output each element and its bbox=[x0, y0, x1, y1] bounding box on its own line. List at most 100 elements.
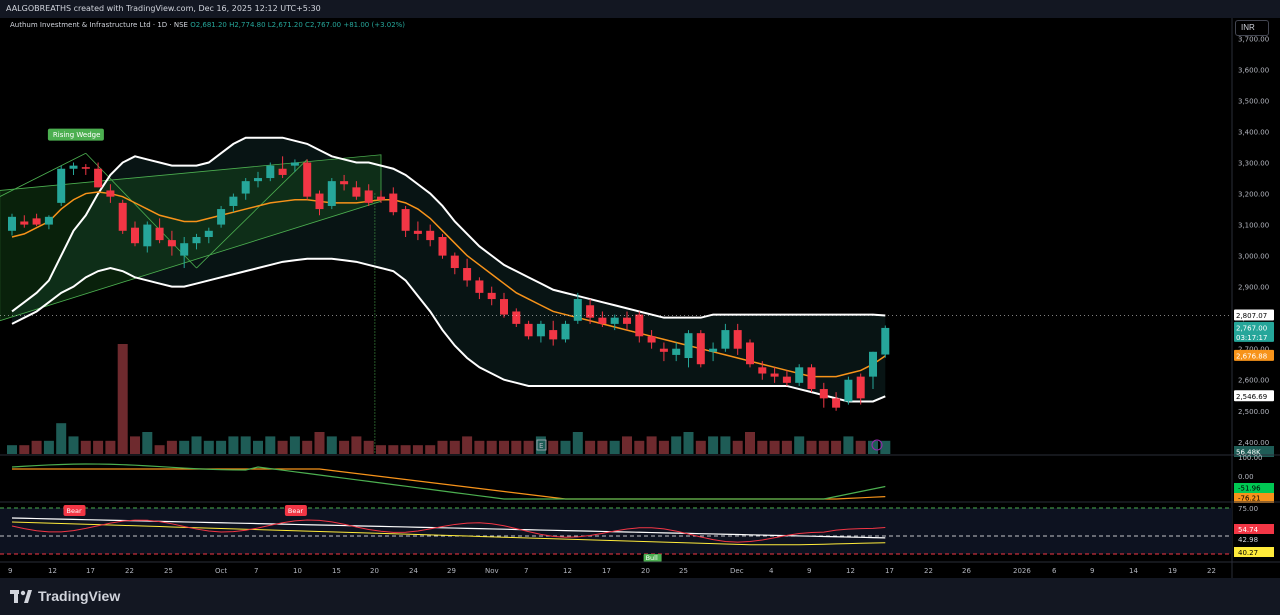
time-tick-label: 2026 bbox=[1013, 567, 1031, 575]
price-tick-label: 3,500.00 bbox=[1238, 97, 1269, 105]
ohlc-values: O2,681.20 H2,774.80 L2,671.20 C2,767.00 … bbox=[190, 21, 406, 29]
time-tick-label: Dec bbox=[730, 567, 744, 575]
time-tick-label: 9 bbox=[1090, 567, 1094, 575]
volume-bar bbox=[572, 432, 583, 454]
brand-footer: TradingView bbox=[0, 578, 1280, 615]
candle-body bbox=[819, 389, 828, 399]
volume-bar bbox=[56, 423, 67, 454]
volume-bar bbox=[179, 440, 190, 454]
candle-body bbox=[659, 348, 668, 352]
volume-bar bbox=[511, 440, 522, 454]
candle-body bbox=[635, 314, 644, 337]
tradingview-logo[interactable]: TradingView bbox=[10, 588, 120, 604]
candle-body bbox=[782, 376, 791, 383]
volume-bar bbox=[302, 440, 313, 454]
candle-body bbox=[254, 178, 262, 182]
credit-bar: AALGOBREATHS created with TradingView.co… bbox=[0, 0, 1280, 18]
volume-bar bbox=[166, 440, 177, 454]
plot-background bbox=[0, 18, 1232, 578]
osc1-value-box bbox=[1234, 493, 1274, 503]
volume-bar bbox=[339, 440, 350, 454]
volume-bar bbox=[609, 440, 620, 454]
candle-body bbox=[844, 379, 853, 402]
volume-bar bbox=[523, 440, 534, 454]
candle-body bbox=[647, 336, 656, 343]
volume-bar bbox=[499, 440, 509, 454]
time-tick-label: 14 bbox=[1129, 567, 1138, 575]
volume-bar bbox=[228, 436, 239, 454]
price-tick-label: 3,600.00 bbox=[1238, 66, 1269, 74]
candle-body bbox=[413, 230, 422, 234]
volume-bar bbox=[646, 436, 657, 454]
candle-body bbox=[94, 168, 103, 188]
candle-body bbox=[586, 305, 595, 318]
wedge-label-box bbox=[47, 128, 104, 141]
price-tick-label: 3,200.00 bbox=[1238, 191, 1269, 199]
volume-bar bbox=[142, 432, 153, 454]
volume-bar bbox=[535, 436, 546, 454]
candle-body bbox=[684, 333, 693, 359]
volume-bar bbox=[781, 440, 792, 454]
candle-body bbox=[266, 165, 275, 179]
volume-bar bbox=[745, 432, 755, 454]
wedge-label: Rising Wedge bbox=[53, 131, 101, 139]
volume-bar bbox=[80, 440, 91, 454]
volume-bar bbox=[855, 440, 866, 454]
volume-bar bbox=[425, 445, 436, 454]
bollinger-basis-line bbox=[11, 191, 886, 378]
candle-body bbox=[340, 181, 349, 185]
osc1-value-label: -76.21 bbox=[1238, 495, 1261, 503]
brand-name: TradingView bbox=[38, 588, 121, 604]
osc2-tick-label: 75.00 bbox=[1238, 505, 1258, 513]
currency-button[interactable]: INR bbox=[1235, 20, 1269, 36]
volume-bar bbox=[191, 436, 202, 454]
time-tick-label: 26 bbox=[962, 567, 971, 575]
volume-bar bbox=[658, 440, 669, 454]
volume-bar bbox=[880, 440, 891, 454]
last-price-label: 2,767.00 bbox=[1236, 324, 1267, 332]
tradingview-icon bbox=[10, 589, 32, 603]
candle-body bbox=[167, 240, 176, 247]
osc2-value-label: 54.74 bbox=[1238, 526, 1259, 534]
candle-body bbox=[204, 230, 213, 237]
candle-body bbox=[143, 224, 152, 247]
time-tick-label: 20 bbox=[641, 567, 650, 575]
price-chart[interactable]: 3,700.00 3,600.00 3,500.00 3,400.00 3,300.00… bbox=[0, 18, 1280, 578]
time-tick-label: 22 bbox=[1207, 567, 1216, 575]
volume-bar bbox=[671, 436, 682, 454]
candle-body bbox=[721, 330, 730, 349]
time-tick-label: 7 bbox=[524, 567, 528, 575]
volume-bar bbox=[708, 436, 719, 454]
candle-body bbox=[450, 255, 459, 269]
osc2-value-box bbox=[1234, 547, 1274, 557]
candle-body bbox=[549, 330, 558, 340]
candle-body bbox=[401, 209, 410, 231]
candle-body bbox=[832, 398, 841, 408]
candle-body bbox=[303, 162, 312, 197]
upper-band-price-label-box bbox=[1234, 309, 1274, 321]
time-tick-label: 24 bbox=[409, 567, 418, 575]
symbol-legend[interactable]: Authum Investment & Infrastructure Ltd ·… bbox=[10, 21, 405, 29]
volume-bar bbox=[449, 440, 460, 454]
candle-body bbox=[463, 268, 472, 281]
price-tick-label: 3,000.00 bbox=[1238, 253, 1269, 261]
time-tick-label: 12 bbox=[846, 567, 855, 575]
time-tick-label: 12 bbox=[48, 567, 57, 575]
candle-body bbox=[131, 227, 139, 244]
volume-bar bbox=[843, 436, 854, 454]
candle-body bbox=[352, 187, 361, 197]
candle-body bbox=[81, 167, 90, 169]
osc2-yellow-line bbox=[11, 521, 886, 546]
volume-bar bbox=[806, 440, 817, 454]
price-tick-label: 2,900.00 bbox=[1238, 284, 1269, 292]
volume-bar bbox=[474, 440, 485, 454]
volume-bar bbox=[43, 440, 54, 454]
volume-bar bbox=[326, 436, 337, 454]
candle-body bbox=[278, 168, 287, 175]
volume-bar bbox=[203, 440, 214, 454]
volume-bar bbox=[831, 440, 842, 454]
candle-body bbox=[290, 162, 299, 166]
volume-bar bbox=[695, 440, 706, 454]
candle-body bbox=[856, 376, 865, 399]
volume-bar bbox=[376, 445, 386, 454]
